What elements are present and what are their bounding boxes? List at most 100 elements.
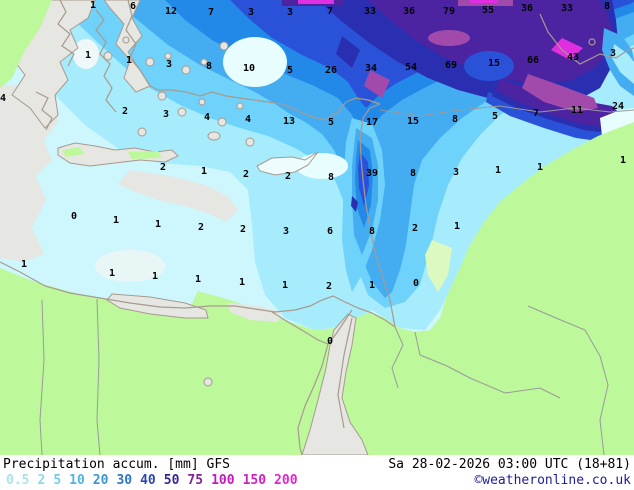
precip-value: 17 xyxy=(365,117,379,128)
precip-value: 1 xyxy=(494,165,502,176)
precip-value: 2 xyxy=(159,162,167,173)
precip-value: 3 xyxy=(162,109,170,120)
scale-value: 150 xyxy=(242,473,267,488)
precip-value: 3 xyxy=(247,7,255,18)
precip-value: 7 xyxy=(532,108,540,119)
precip-value: 8 xyxy=(368,226,376,237)
scale-value: 2 xyxy=(37,473,46,488)
precipitation-map[interactable]: 1 6 12 7 3 3 7 33 36 79 55 36 33 8 1 1 3 8 10 5 26 34 54 69 15 66… xyxy=(0,0,634,455)
precip-value: 55 xyxy=(481,5,495,16)
precip-value: 11 xyxy=(570,105,584,116)
precip-value: 34 xyxy=(364,63,378,74)
precip-value: 8 xyxy=(409,168,417,179)
crete-island xyxy=(57,142,179,167)
precip-value: 33 xyxy=(363,6,377,17)
precip-value: 1 xyxy=(84,50,92,61)
aegean-islands xyxy=(103,36,255,147)
scale-value: 10 xyxy=(69,473,85,488)
precip-value: 1 xyxy=(112,215,120,226)
precip-bands xyxy=(0,0,634,330)
map-datetime: Sa 28-02-2026 03:00 UTC (18+81) xyxy=(388,457,631,472)
precip-value: 1 xyxy=(238,277,246,288)
precip-value: 10 xyxy=(242,63,256,74)
precip-value: 24 xyxy=(611,101,625,112)
precip-value: 3 xyxy=(609,48,617,59)
scale-value: 20 xyxy=(92,473,109,488)
precip-value: 4 xyxy=(203,112,211,123)
land-green xyxy=(0,122,634,455)
precip-value: 2 xyxy=(411,223,419,234)
color-scale: 0.5 2 5 10 20 30 40 50 75 100 150 200 xyxy=(6,473,298,488)
nw-green-land xyxy=(0,0,52,88)
precip-value: 54 xyxy=(404,62,418,73)
precip-value: 5 xyxy=(491,111,499,122)
precip-value: 1 xyxy=(368,280,376,291)
precip-value: 0 xyxy=(412,278,420,289)
scale-value: 40 xyxy=(140,473,156,488)
legend-bar: Precipitation accum. [mm] GFS Sa 28-02-2… xyxy=(0,455,634,490)
precip-value: 15 xyxy=(487,58,501,69)
precip-value: 3 xyxy=(165,59,173,70)
precip-value: 1 xyxy=(108,268,116,279)
precip-value: 0 xyxy=(70,211,78,222)
precip-value: 1 xyxy=(536,162,544,173)
precip-value: 1 xyxy=(20,259,28,270)
precip-value: 0 xyxy=(326,336,334,347)
coastlines xyxy=(0,0,634,455)
precip-value: 66 xyxy=(526,55,540,66)
precip-value: 1 xyxy=(151,271,159,282)
scale-value: 5 xyxy=(53,473,62,488)
precip-value: 1 xyxy=(281,280,289,291)
precip-value: 4 xyxy=(244,114,252,125)
scale-value: 30 xyxy=(116,473,133,488)
country-borders xyxy=(39,105,634,455)
precip-value: 2 xyxy=(121,106,129,117)
precip-value: 5 xyxy=(327,117,335,128)
precip-value: 1 xyxy=(453,221,461,232)
precip-value: 1 xyxy=(89,0,97,11)
precip-value: 3 xyxy=(282,226,290,237)
precip-value: 1 xyxy=(125,55,133,66)
precip-value: 1 xyxy=(619,155,627,166)
scale-value: 100 xyxy=(211,473,235,488)
value-layer: 1 6 12 7 3 3 7 33 36 79 55 36 33 8 1 1 3 8 10 5 26 34 54 69 15 66… xyxy=(0,0,627,347)
precip-value: 4 xyxy=(0,93,7,104)
precip-value: 2 xyxy=(325,281,333,292)
scale-value: 200 xyxy=(274,473,298,488)
precip-value: 33 xyxy=(560,3,574,14)
precip-value: 15 xyxy=(406,116,420,127)
precip-value: 69 xyxy=(444,60,458,71)
precip-value: 8 xyxy=(603,1,611,12)
precip-value: 26 xyxy=(324,65,338,76)
precip-value: 2 xyxy=(239,224,247,235)
precip-value: 3 xyxy=(286,7,294,18)
copyright: ©weatheronline.co.uk xyxy=(474,473,631,488)
precip-value: 79 xyxy=(442,6,456,17)
scale-value: 50 xyxy=(163,473,180,488)
precip-value: 36 xyxy=(402,6,416,17)
egypt-grey-patches xyxy=(106,293,369,455)
precip-value: 7 xyxy=(207,7,215,18)
precip-value: 8 xyxy=(327,172,335,183)
precip-value: 13 xyxy=(282,116,296,127)
precip-value: 12 xyxy=(164,6,178,17)
precip-value: 8 xyxy=(451,114,459,125)
precip-value: 2 xyxy=(197,222,205,233)
scale-value: 75 xyxy=(187,473,204,488)
precip-value: 1 xyxy=(154,219,162,230)
map-graphic xyxy=(0,0,634,455)
precip-value: 43 xyxy=(566,52,580,63)
sea-grey-regions xyxy=(0,84,238,282)
precip-value: 7 xyxy=(326,6,334,17)
precip-value: 8 xyxy=(205,61,213,72)
cyprus-island xyxy=(256,151,319,176)
precip-value: 1 xyxy=(200,166,208,177)
precip-value: 5 xyxy=(286,65,294,76)
scale-value: 0.5 xyxy=(6,473,30,488)
precip-value: 6 xyxy=(129,1,137,12)
precip-value: 2 xyxy=(284,171,292,182)
precip-value: 1 xyxy=(194,274,202,285)
precip-value: 39 xyxy=(365,168,379,179)
precip-value: 6 xyxy=(326,226,334,237)
